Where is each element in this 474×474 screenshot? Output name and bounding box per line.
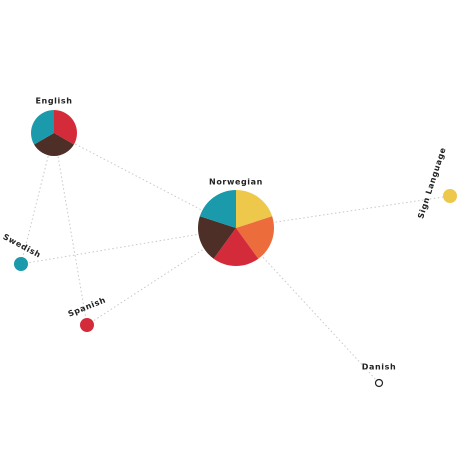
pie-slice — [199, 190, 236, 228]
node-label: Danish — [362, 363, 397, 372]
edge — [53, 132, 88, 326]
node-label: Sign Language — [416, 146, 448, 220]
pie-slice — [236, 216, 274, 259]
pie-slice — [54, 110, 77, 145]
pie-slice — [198, 216, 236, 259]
node-label: Norwegian — [209, 178, 263, 187]
pie-slice — [34, 133, 74, 156]
node-label: Swedish — [1, 232, 42, 260]
pie-slice — [236, 190, 273, 228]
node — [14, 257, 28, 271]
node — [80, 318, 94, 332]
edge — [20, 132, 55, 265]
edge — [235, 227, 380, 384]
node-label: English — [35, 97, 72, 106]
pie-slice — [31, 110, 54, 145]
node — [374, 378, 384, 388]
node — [443, 189, 457, 203]
node-label: Spanish — [67, 295, 107, 318]
pie-slice — [213, 228, 259, 267]
edge — [86, 227, 237, 326]
